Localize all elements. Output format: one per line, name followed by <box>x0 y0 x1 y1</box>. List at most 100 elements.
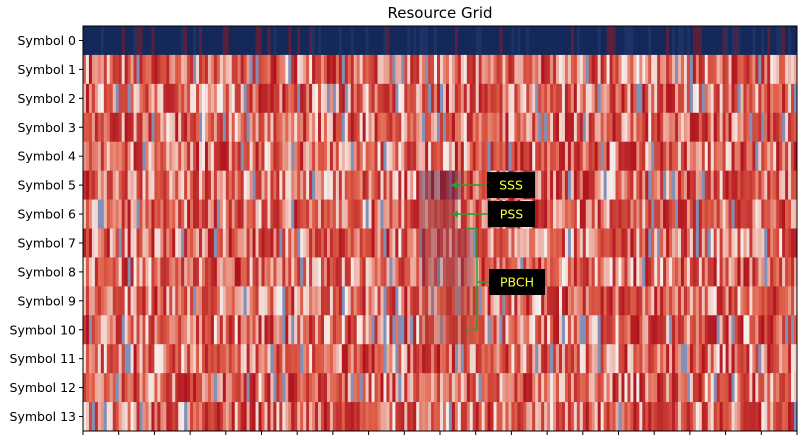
heatmap-cell <box>261 228 265 258</box>
heatmap-cell <box>434 54 438 85</box>
heatmap-cell <box>493 373 497 403</box>
heatmap-cell <box>639 26 643 56</box>
heatmap-cell <box>609 373 613 403</box>
heatmap-cell <box>395 402 399 432</box>
heatmap-cell <box>597 26 602 56</box>
heatmap-cell <box>246 286 251 316</box>
heatmap-cell <box>94 228 99 258</box>
heatmap-cell <box>627 83 631 114</box>
heatmap-cell <box>154 257 158 287</box>
heatmap-cell <box>410 228 414 258</box>
heatmap-cell <box>791 315 795 345</box>
heatmap-cell <box>764 315 768 345</box>
heatmap-cell <box>240 315 245 345</box>
heatmap-cell <box>279 54 283 85</box>
heatmap-cell <box>451 344 456 374</box>
heatmap-cell <box>594 26 599 56</box>
heatmap-cell <box>666 141 670 172</box>
heatmap-cell <box>692 26 697 56</box>
heatmap-cell <box>588 83 593 114</box>
heatmap-cell <box>600 402 605 432</box>
heatmap-cell <box>573 112 578 143</box>
heatmap-cell <box>249 373 253 403</box>
heatmap-cell <box>758 286 762 316</box>
heatmap-cell <box>157 170 161 200</box>
heatmap-cell <box>669 315 673 345</box>
heatmap-cell <box>371 141 375 172</box>
heatmap-cell <box>398 257 402 287</box>
heatmap-cell <box>752 286 756 316</box>
heatmap-cell <box>127 402 132 432</box>
heatmap-cell <box>294 141 298 172</box>
heatmap-cell <box>716 141 721 172</box>
heatmap-cell <box>362 402 367 432</box>
heatmap-cell <box>419 257 423 287</box>
heatmap-cell <box>273 315 277 345</box>
heatmap-cell <box>692 228 697 258</box>
heatmap-cell <box>225 26 230 56</box>
heatmap-cell <box>285 54 289 85</box>
heatmap-cell <box>606 286 610 316</box>
heatmap-cell <box>121 344 126 374</box>
heatmap-cell <box>597 141 602 172</box>
heatmap-cell <box>719 141 724 172</box>
heatmap-cell <box>175 228 179 258</box>
heatmap-cell <box>737 402 741 432</box>
heatmap-cell <box>202 170 206 200</box>
heatmap-cell <box>496 286 500 316</box>
heatmap-cell <box>97 257 102 287</box>
heatmap-cell <box>791 199 795 229</box>
heatmap-cell <box>779 344 783 374</box>
heatmap-cell <box>749 257 753 287</box>
heatmap-cell <box>395 112 399 143</box>
heatmap-cell <box>264 344 268 374</box>
heatmap-cell <box>178 402 182 432</box>
heatmap-cell <box>428 112 432 143</box>
heatmap-cell <box>332 344 337 374</box>
heatmap-cell <box>115 26 120 56</box>
heatmap-cell <box>291 170 295 200</box>
heatmap-cell <box>377 54 381 85</box>
heatmap-cell <box>544 286 548 316</box>
heatmap-cell <box>567 315 572 345</box>
heatmap-cell <box>707 54 712 85</box>
heatmap-cell <box>422 228 426 258</box>
heatmap-cell <box>484 286 489 316</box>
heatmap-cell <box>618 83 622 114</box>
heatmap-cell <box>585 54 590 85</box>
heatmap-cell <box>148 199 152 229</box>
heatmap-cell <box>499 54 503 85</box>
heatmap-cell <box>407 141 411 172</box>
heatmap-cell <box>118 373 123 403</box>
heatmap-cell <box>758 26 762 56</box>
heatmap-cell <box>692 83 697 114</box>
heatmap-cell <box>350 257 355 287</box>
heatmap-cell <box>553 257 557 287</box>
heatmap-cell <box>633 83 637 114</box>
heatmap-cell <box>576 83 581 114</box>
heatmap-cell <box>136 228 140 258</box>
heatmap-cell <box>362 54 367 85</box>
heatmap-cell <box>404 402 408 432</box>
heatmap-cell <box>288 54 292 85</box>
heatmap-cell <box>94 83 99 114</box>
heatmap-cell <box>91 112 96 143</box>
heatmap-cell <box>564 286 569 316</box>
heatmap-cell <box>94 315 99 345</box>
heatmap-cell <box>624 170 628 200</box>
heatmap-cell <box>315 26 319 56</box>
heatmap-cell <box>392 26 396 56</box>
heatmap-cell <box>660 315 664 345</box>
heatmap-cell <box>701 83 706 114</box>
heatmap-cell <box>600 141 605 172</box>
heatmap-cell <box>440 228 444 258</box>
heatmap-cell <box>556 344 560 374</box>
heatmap-cell <box>764 170 768 200</box>
heatmap-cell <box>121 373 126 403</box>
heatmap-cell <box>517 373 521 403</box>
heatmap-cell <box>603 228 608 258</box>
heatmap-cell <box>782 344 786 374</box>
heatmap-cell <box>683 373 688 403</box>
heatmap-cell <box>791 344 795 374</box>
heatmap-cell <box>576 228 581 258</box>
